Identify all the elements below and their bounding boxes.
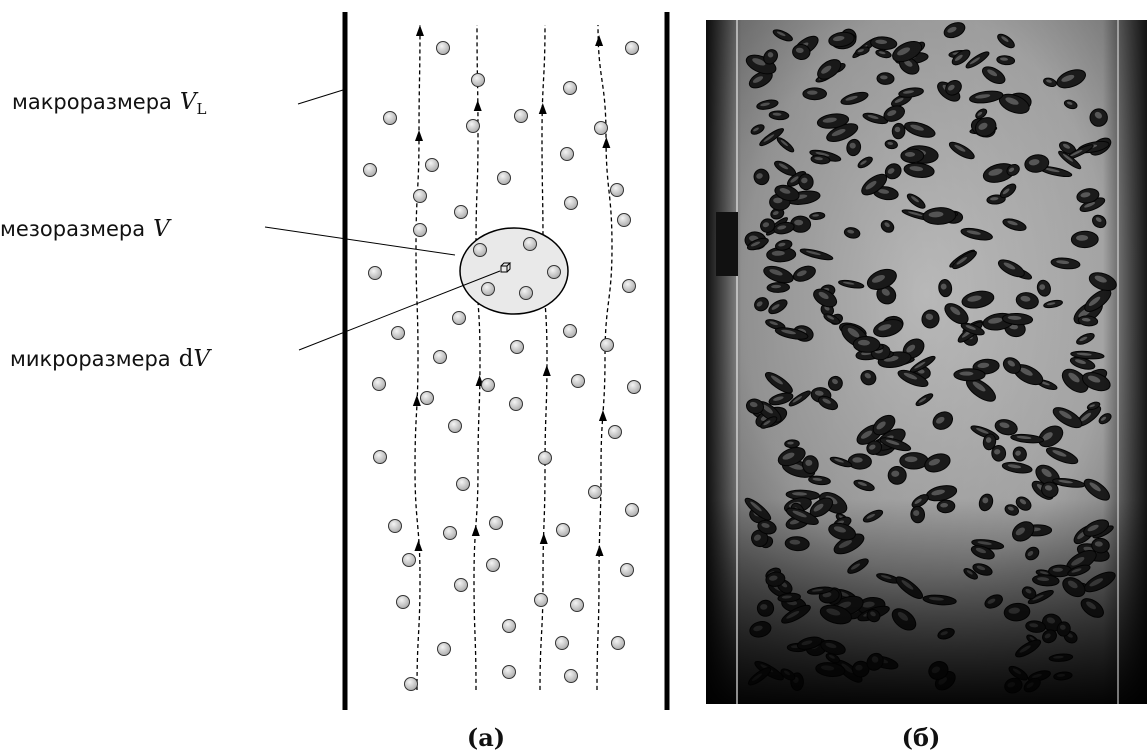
particles bbox=[363, 41, 641, 691]
particle bbox=[600, 338, 614, 352]
particle bbox=[570, 598, 584, 612]
arrowhead bbox=[538, 103, 547, 114]
particle bbox=[481, 282, 495, 296]
particle bbox=[413, 189, 427, 203]
particle bbox=[391, 326, 405, 340]
particle bbox=[443, 526, 457, 540]
panel-a-schematic bbox=[264, 12, 670, 710]
particle bbox=[486, 558, 500, 572]
particle bbox=[456, 477, 470, 491]
particle bbox=[497, 171, 511, 185]
particle bbox=[534, 593, 548, 607]
particle bbox=[547, 265, 561, 279]
streamline bbox=[473, 24, 481, 691]
particle bbox=[611, 636, 625, 650]
arrowhead bbox=[539, 533, 548, 544]
particle bbox=[622, 279, 636, 293]
particle bbox=[538, 451, 552, 465]
particle bbox=[588, 485, 602, 499]
particle bbox=[502, 619, 516, 633]
particle bbox=[420, 391, 434, 405]
label-meso: мезоразмера V bbox=[0, 216, 172, 242]
streamline bbox=[414, 24, 421, 691]
particle bbox=[563, 81, 577, 95]
particle bbox=[556, 523, 570, 537]
particle bbox=[625, 503, 639, 517]
streamline-arrowheads bbox=[412, 25, 611, 556]
particle bbox=[373, 450, 387, 464]
leader-macro bbox=[297, 89, 344, 105]
particle bbox=[563, 324, 577, 338]
particle bbox=[594, 121, 608, 135]
arrowhead bbox=[414, 540, 423, 551]
arrowhead bbox=[471, 525, 480, 536]
micro-volume-cube bbox=[500, 262, 512, 273]
particle bbox=[433, 350, 447, 364]
particle bbox=[610, 183, 624, 197]
particle bbox=[564, 669, 578, 683]
particle bbox=[473, 243, 487, 257]
particle bbox=[509, 397, 523, 411]
particle bbox=[471, 73, 485, 87]
leader-micro bbox=[298, 270, 501, 351]
particle bbox=[448, 419, 462, 433]
particle bbox=[388, 519, 402, 533]
arrowhead bbox=[602, 137, 611, 148]
particle bbox=[383, 111, 397, 125]
arrowhead bbox=[412, 395, 421, 406]
particle bbox=[425, 158, 439, 172]
particle bbox=[481, 378, 495, 392]
particle bbox=[627, 380, 641, 394]
label-micro: микроразмера dV bbox=[10, 346, 212, 372]
particle bbox=[436, 41, 450, 55]
particle bbox=[555, 636, 569, 650]
particle bbox=[413, 223, 427, 237]
particle bbox=[372, 377, 386, 391]
arrowhead bbox=[598, 410, 607, 421]
arrowhead bbox=[595, 545, 604, 556]
caption-b: (б) bbox=[902, 723, 941, 752]
particle bbox=[404, 677, 418, 691]
particle bbox=[466, 119, 480, 133]
particle bbox=[608, 425, 622, 439]
arrowhead bbox=[542, 365, 551, 376]
leader-meso bbox=[264, 226, 456, 256]
particle bbox=[519, 286, 533, 300]
particle bbox=[523, 237, 537, 251]
particle bbox=[363, 163, 377, 177]
label-macro: макроразмера VL bbox=[12, 89, 207, 118]
particle bbox=[368, 266, 382, 280]
streamline bbox=[539, 24, 548, 691]
particle bbox=[402, 553, 416, 567]
particle bbox=[560, 147, 574, 161]
arrowhead bbox=[595, 35, 604, 46]
panel-b-photo bbox=[706, 20, 1147, 704]
streamline bbox=[596, 24, 613, 691]
tape-mark bbox=[716, 212, 738, 276]
particle bbox=[452, 311, 466, 325]
particle bbox=[625, 41, 639, 55]
particle bbox=[617, 213, 631, 227]
particle bbox=[396, 595, 410, 609]
particle bbox=[564, 196, 578, 210]
arrowhead bbox=[473, 100, 482, 111]
particle bbox=[489, 516, 503, 530]
arrowhead bbox=[415, 25, 424, 36]
particle bbox=[571, 374, 585, 388]
arrowhead bbox=[415, 130, 424, 141]
particle bbox=[454, 578, 468, 592]
particle bbox=[510, 340, 524, 354]
particle bbox=[454, 205, 468, 219]
particle bbox=[514, 109, 528, 123]
particle bbox=[620, 563, 634, 577]
particle bbox=[502, 665, 516, 679]
particle bbox=[437, 642, 451, 656]
caption-a: (а) bbox=[467, 723, 505, 752]
